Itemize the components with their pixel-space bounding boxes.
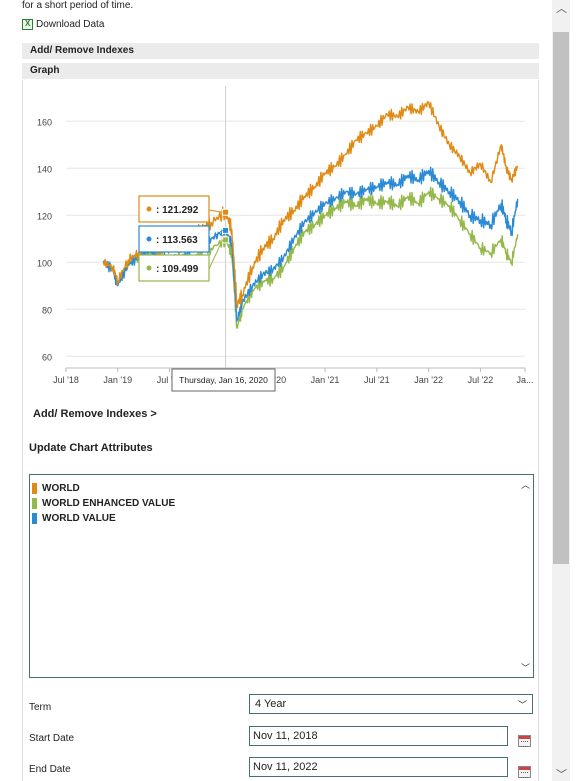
y-tick-label: 140 [37,164,52,174]
x-tick-label: Jan '19 [103,375,132,385]
tooltip-value: : 113.563 [156,235,198,246]
series-list-item[interactable]: WORLD ENHANCED VALUE [30,496,175,511]
start-date-input[interactable]: Nov 11, 2018 [249,726,508,746]
series-list[interactable]: WORLD WORLD ENHANCED VALUE WORLD VALUE ︿ ﹀ [29,474,534,678]
series-list-label: WORLD ENHANCED VALUE [42,498,176,509]
y-tick-label: 100 [37,258,52,268]
y-tick-label: 80 [42,305,52,315]
end-date-label: End Date [29,764,71,775]
chevron-down-icon: ﹀ [517,700,527,710]
tooltip-dot [146,236,152,242]
series-list-items: WORLD WORLD ENHANCED VALUE WORLD VALUE [30,481,175,526]
series-color-swatch [32,498,37,509]
x-tick-label: Jul '18 [53,375,79,385]
scroll-down-icon[interactable]: ﹀ [556,769,567,781]
tooltip-dot [146,206,152,212]
end-date-input[interactable]: Nov 11, 2022 [249,757,508,777]
x-tick-label: Jul '19 [157,375,183,385]
tooltip-value: : 121.292 [156,205,199,216]
start-date-label: Start Date [29,733,75,744]
download-data-link[interactable]: Download Data [22,19,104,30]
tooltip-connector [208,239,224,270]
graph-header: Graph [22,63,539,79]
tooltip-marker [222,208,230,216]
y-tick-label: 160 [37,117,52,127]
chevron-up-icon[interactable]: ︿ [520,480,530,490]
download-data-label: Download Data [36,19,105,30]
tooltip-date-label: Thursday, Jan 16, 2020 [179,375,268,385]
tooltip-date-box [171,368,276,392]
tooltip-marker [222,236,230,244]
x-tick-label: Ja... [516,375,533,385]
x-tick-label: Jan '22 [414,375,443,385]
series-color-swatch [32,513,37,524]
calendar-icon[interactable] [518,766,531,778]
intro-text: for a short period of time. [22,0,134,11]
series-list-label: WORLD VALUE [42,513,116,524]
series-list-item[interactable]: WORLD VALUE [30,511,175,526]
add-remove-indexes-header[interactable]: Add/ Remove Indexes [22,43,539,59]
y-tick-label: 60 [42,352,52,362]
performance-chart[interactable]: 60 80 100 120 140 160 Jul '18 Jan '19 Jul '19 Jan… [22,80,539,400]
series-color-swatch [32,483,37,494]
scroll-up-icon[interactable]: ︿ [556,3,567,15]
x-tick-label: Jan '21 [311,375,340,385]
update-chart-attributes-title: Update Chart Attributes [29,442,153,454]
scrollbar-thumb[interactable] [553,32,569,564]
tooltip-connector [208,229,223,241]
excel-icon [22,19,33,30]
x-tick-label: Jul '21 [364,375,390,385]
calendar-icon[interactable] [518,735,531,747]
y-tick-label: 120 [37,211,52,221]
x-tick-label: Jul '22 [468,375,494,385]
tooltip-connector [208,209,223,213]
graph-panel [22,80,539,781]
tooltip-marker [222,226,230,234]
add-remove-indexes-link[interactable]: Add/ Remove Indexes > [33,408,157,420]
series-list-item[interactable]: WORLD [30,481,175,496]
term-select[interactable]: 4 Year ﹀ [249,694,533,714]
tooltip-dot [146,265,152,271]
chevron-down-icon[interactable]: ﹀ [520,663,530,673]
term-value: 4 Year [255,698,287,710]
term-label: Term [29,702,52,713]
tooltip-value: : 109.499 [156,264,199,275]
series-list-label: WORLD [42,483,80,494]
